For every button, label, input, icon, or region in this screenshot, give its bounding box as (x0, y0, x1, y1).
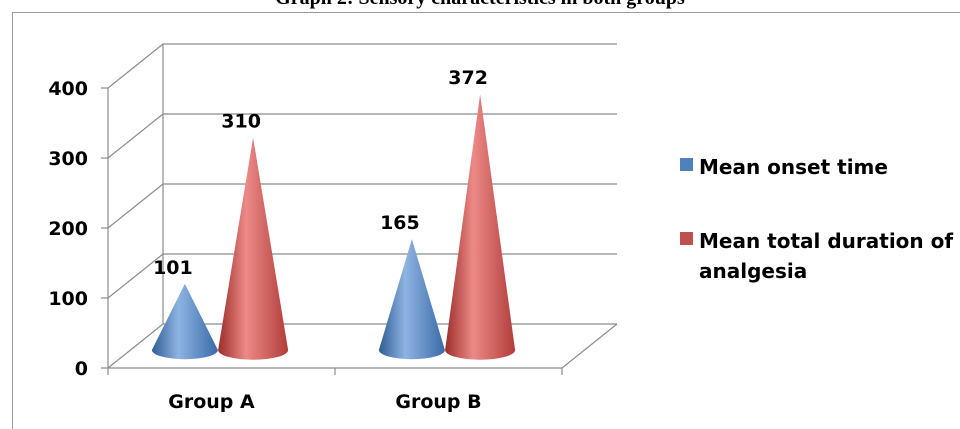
y-tick-label: 300 (48, 148, 88, 170)
cone-mean-onset-time-group-b (378, 239, 445, 360)
x-category-label: Group B (395, 391, 481, 413)
cone-body (218, 137, 289, 360)
cone-body (445, 94, 516, 360)
cone-mean-total-duration-of-analgesia-group-b (445, 94, 516, 360)
gridline-300 (107, 113, 617, 159)
legend-swatch (680, 158, 693, 171)
gridline-200 (107, 183, 617, 229)
data-label: 372 (448, 67, 488, 89)
cone-body (151, 283, 218, 360)
chart-plot: 0 100 200 300 400 Group A 101 310 Group B 165 372 (48, 43, 618, 413)
y-tick-label: 0 (75, 358, 88, 380)
y-tick-label: 400 (48, 78, 88, 100)
legend-item: Mean total duration of analgesia (680, 226, 960, 286)
cone-mean-total-duration-of-analgesia-group-a (218, 137, 289, 360)
data-label: 310 (221, 111, 261, 133)
chart-frame (12, 12, 960, 429)
y-tick-label: 100 (48, 288, 88, 310)
cone-mean-onset-time-group-a (151, 283, 218, 360)
cone-body (378, 239, 445, 360)
gridline-400 (107, 43, 617, 89)
legend-label: Mean total duration of analgesia (699, 229, 954, 283)
data-label: 165 (380, 212, 420, 234)
legend-swatch (680, 232, 693, 245)
data-label: 101 (153, 257, 193, 279)
legend-item: Mean onset time (680, 152, 960, 182)
legend-label: Mean onset time (699, 155, 888, 179)
x-category-label: Group A (168, 391, 255, 413)
chart-title: Graph 2: Sensory characteristics in both… (0, 0, 960, 10)
y-tick-label: 200 (48, 218, 88, 240)
chart-legend: Mean onset time Mean total duration of an… (680, 152, 960, 330)
